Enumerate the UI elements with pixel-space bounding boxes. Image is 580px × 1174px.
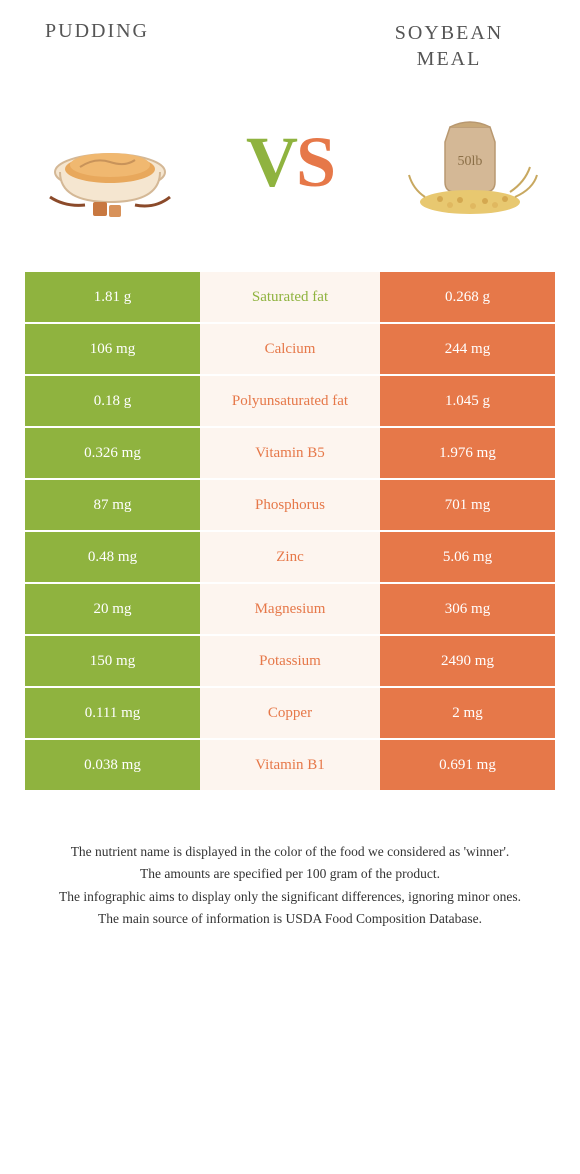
titles-row: Pudding Soybean meal [25, 20, 555, 72]
cell-right-value: 2 mg [380, 688, 555, 738]
table-row: 87 mgPhosphorus701 mg [25, 480, 555, 532]
cell-nutrient-label: Zinc [200, 532, 380, 582]
cell-nutrient-label: Vitamin B5 [200, 428, 380, 478]
table-row: 0.18 gPolyunsaturated fat1.045 g [25, 376, 555, 428]
soybean-image: 50lb [395, 97, 545, 227]
title-right-line2: meal [417, 48, 482, 70]
images-row: VS 50lb [25, 97, 555, 227]
cell-left-value: 87 mg [25, 480, 200, 530]
cell-nutrient-label: Potassium [200, 636, 380, 686]
cell-nutrient-label: Saturated fat [200, 272, 380, 322]
infographic-container: Pudding Soybean meal VS [0, 0, 580, 951]
cell-left-value: 0.038 mg [25, 740, 200, 790]
vs-v: V [246, 122, 296, 202]
cell-nutrient-label: Polyunsaturated fat [200, 376, 380, 426]
footnotes: The nutrient name is displayed in the co… [25, 842, 555, 929]
cell-nutrient-label: Magnesium [200, 584, 380, 634]
vs-text: VS [246, 121, 334, 204]
comparison-table: 1.81 gSaturated fat0.268 g106 mgCalcium2… [25, 272, 555, 792]
table-row: 150 mgPotassium2490 mg [25, 636, 555, 688]
cell-right-value: 0.268 g [380, 272, 555, 322]
cell-left-value: 0.326 mg [25, 428, 200, 478]
table-row: 0.326 mgVitamin B51.976 mg [25, 428, 555, 480]
table-row: 0.48 mgZinc5.06 mg [25, 532, 555, 584]
cell-right-value: 5.06 mg [380, 532, 555, 582]
cell-right-value: 701 mg [380, 480, 555, 530]
title-right-line1: Soybean [395, 22, 503, 44]
cell-right-value: 1.976 mg [380, 428, 555, 478]
footnote-3: The infographic aims to display only the… [35, 887, 545, 907]
cell-right-value: 1.045 g [380, 376, 555, 426]
cell-left-value: 0.48 mg [25, 532, 200, 582]
table-row: 0.111 mgCopper2 mg [25, 688, 555, 740]
cell-nutrient-label: Calcium [200, 324, 380, 374]
cell-left-value: 106 mg [25, 324, 200, 374]
svg-text:50lb: 50lb [458, 154, 483, 169]
cell-left-value: 150 mg [25, 636, 200, 686]
cell-right-value: 306 mg [380, 584, 555, 634]
cell-left-value: 0.111 mg [25, 688, 200, 738]
cell-left-value: 0.18 g [25, 376, 200, 426]
footnote-2: The amounts are specified per 100 gram o… [35, 864, 545, 884]
cell-nutrient-label: Copper [200, 688, 380, 738]
table-row: 20 mgMagnesium306 mg [25, 584, 555, 636]
cell-right-value: 0.691 mg [380, 740, 555, 790]
table-row: 106 mgCalcium244 mg [25, 324, 555, 376]
pudding-image [35, 97, 185, 227]
table-row: 1.81 gSaturated fat0.268 g [25, 272, 555, 324]
cell-right-value: 244 mg [380, 324, 555, 374]
title-left: Pudding [25, 20, 237, 43]
cell-nutrient-label: Vitamin B1 [200, 740, 380, 790]
cell-left-value: 1.81 g [25, 272, 200, 322]
footnote-4: The main source of information is USDA F… [35, 909, 545, 929]
cell-nutrient-label: Phosphorus [200, 480, 380, 530]
vs-s: S [296, 122, 334, 202]
footnote-1: The nutrient name is displayed in the co… [35, 842, 545, 862]
title-right: Soybean meal [343, 20, 555, 72]
cell-right-value: 2490 mg [380, 636, 555, 686]
table-row: 0.038 mgVitamin B10.691 mg [25, 740, 555, 792]
cell-left-value: 20 mg [25, 584, 200, 634]
